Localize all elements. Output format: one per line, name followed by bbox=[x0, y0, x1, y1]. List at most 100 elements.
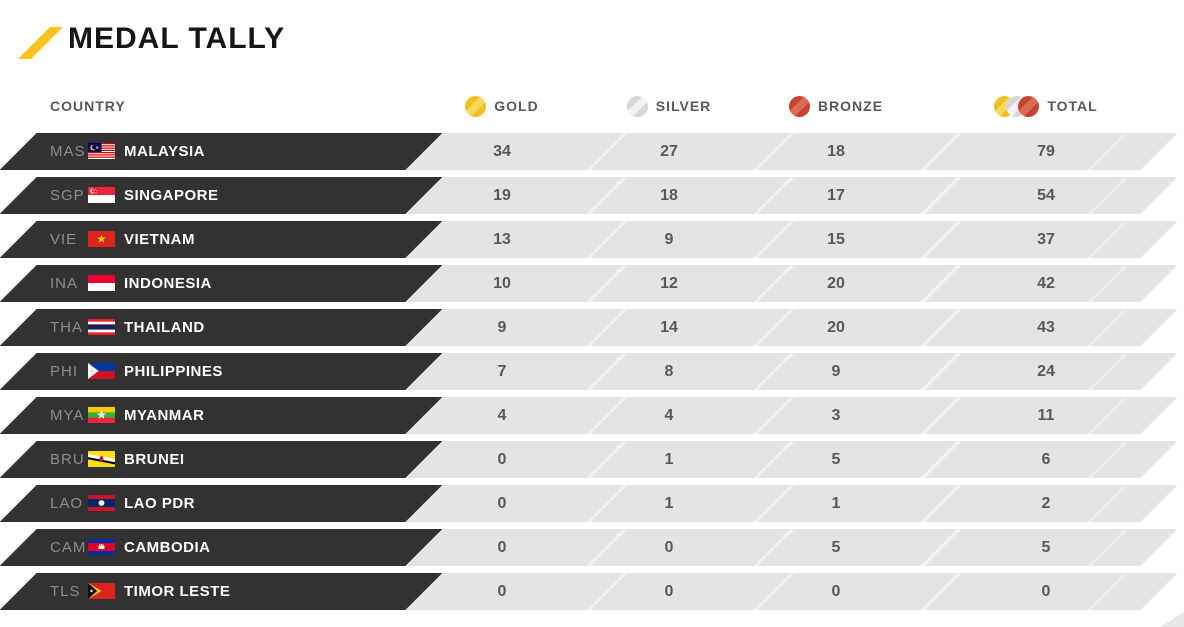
malaysia-flag bbox=[88, 143, 115, 159]
country-code: BRU bbox=[50, 451, 85, 468]
total-count: 6 bbox=[1041, 451, 1051, 468]
gold-medal-icon bbox=[465, 95, 487, 117]
bronze-count: 20 bbox=[827, 275, 845, 292]
country-code: THA bbox=[50, 319, 83, 336]
silver-count: 27 bbox=[660, 143, 678, 160]
lao-pdr-flag bbox=[88, 495, 115, 511]
bronze-count: 17 bbox=[827, 187, 845, 204]
bronze-count: 20 bbox=[827, 319, 845, 336]
country-name: THAILAND bbox=[124, 319, 205, 336]
country-name: CAMBODIA bbox=[124, 539, 211, 556]
silver-count: 0 bbox=[664, 539, 674, 556]
country-code: LAO bbox=[50, 495, 84, 512]
total-count: 37 bbox=[1037, 231, 1055, 248]
total-count: 0 bbox=[1041, 583, 1051, 600]
total-medals-icon bbox=[994, 95, 1040, 117]
country-code: MYA bbox=[50, 407, 85, 424]
column-header-total: TOTAL bbox=[966, 93, 1126, 119]
country-name: LAO PDR bbox=[124, 495, 195, 512]
gold-count: 4 bbox=[497, 407, 507, 424]
myanmar-flag bbox=[88, 407, 115, 423]
gold-count: 0 bbox=[497, 495, 507, 512]
country-name: SINGAPORE bbox=[124, 187, 219, 204]
table-row-tls: TLS TIMOR LESTE 0 0 0 0 bbox=[0, 573, 1184, 610]
table-row-mas: MAS MALAYSIA 34 27 18 79 bbox=[0, 133, 1184, 170]
bronze-medal-icon bbox=[788, 95, 810, 117]
singapore-flag bbox=[88, 187, 115, 203]
table-row-ina: INA INDONESIA 10 12 20 42 bbox=[0, 265, 1184, 302]
country-code: VIE bbox=[50, 231, 78, 248]
total-count: 42 bbox=[1037, 275, 1055, 292]
total-count: 43 bbox=[1037, 319, 1055, 336]
silver-count: 18 bbox=[660, 187, 678, 204]
gold-count: 10 bbox=[493, 275, 511, 292]
total-count: 24 bbox=[1037, 363, 1055, 380]
bronze-count: 1 bbox=[831, 495, 841, 512]
gold-count: 7 bbox=[497, 363, 507, 380]
column-header-bronze: BRONZE bbox=[756, 93, 916, 119]
country-name: INDONESIA bbox=[124, 275, 212, 292]
country-name: BRUNEI bbox=[124, 451, 185, 468]
column-header-gold: GOLD bbox=[422, 93, 582, 119]
bronze-count: 5 bbox=[831, 539, 841, 556]
table-row-sgp: SGP SINGAPORE 19 18 17 54 bbox=[0, 177, 1184, 214]
gold-count: 0 bbox=[497, 451, 507, 468]
table-row-tha: THA THAILAND 9 14 20 43 bbox=[0, 309, 1184, 346]
country-code: MAS bbox=[50, 143, 86, 160]
total-count: 5 bbox=[1041, 539, 1051, 556]
table-row-bru: BRU BRUNEI 0 1 5 6 bbox=[0, 441, 1184, 478]
silver-count: 1 bbox=[664, 495, 674, 512]
total-count: 54 bbox=[1037, 187, 1055, 204]
bronze-count: 9 bbox=[831, 363, 841, 380]
vietnam-flag bbox=[88, 231, 115, 247]
country-code: INA bbox=[50, 275, 79, 292]
silver-count: 4 bbox=[664, 407, 674, 424]
silver-count: 14 bbox=[660, 319, 678, 336]
country-code: SGP bbox=[50, 187, 85, 204]
table-row-cam: CAM CAMBODIA 0 0 5 5 bbox=[0, 529, 1184, 566]
total-count: 79 bbox=[1037, 143, 1055, 160]
table-header-row: COUNTRY GOLD SILVER BRONZE TOTAL bbox=[0, 93, 1184, 119]
silver-count: 12 bbox=[660, 275, 678, 292]
gold-count: 0 bbox=[497, 539, 507, 556]
bronze-count: 3 bbox=[831, 407, 841, 424]
total-count: 11 bbox=[1037, 407, 1055, 424]
section-header: MEDAL TALLY bbox=[0, 0, 1184, 80]
country-name: MALAYSIA bbox=[124, 143, 205, 160]
table-row-lao: LAO LAO PDR 0 1 1 2 bbox=[0, 485, 1184, 522]
timor-leste-flag bbox=[88, 583, 115, 599]
cambodia-flag bbox=[88, 539, 115, 555]
country-name: VIETNAM bbox=[124, 231, 195, 248]
column-label-silver: SILVER bbox=[655, 98, 712, 114]
table-row-mya: MYA MYANMAR 4 4 3 11 bbox=[0, 397, 1184, 434]
silver-count: 8 bbox=[664, 363, 674, 380]
silver-count: 0 bbox=[664, 583, 674, 600]
total-count: 2 bbox=[1041, 495, 1051, 512]
column-label-bronze: BRONZE bbox=[817, 98, 884, 114]
gold-count: 34 bbox=[493, 143, 511, 160]
silver-medal-icon bbox=[626, 95, 648, 117]
gold-count: 9 bbox=[497, 319, 507, 336]
country-name: MYANMAR bbox=[124, 407, 205, 424]
silver-count: 9 bbox=[664, 231, 674, 248]
brunei-flag bbox=[88, 451, 115, 467]
bronze-count: 5 bbox=[831, 451, 841, 468]
philippines-flag bbox=[88, 363, 115, 379]
bronze-count: 0 bbox=[831, 583, 841, 600]
country-code: PHI bbox=[50, 363, 79, 380]
bronze-medal-icon bbox=[1018, 95, 1040, 117]
bronze-count: 18 bbox=[827, 143, 845, 160]
silver-count: 1 bbox=[664, 451, 674, 468]
gold-count: 19 bbox=[493, 187, 511, 204]
gold-count: 0 bbox=[497, 583, 507, 600]
table-row-phi: PHI PHILIPPINES 7 8 9 24 bbox=[0, 353, 1184, 390]
bronze-count: 15 bbox=[827, 231, 845, 248]
column-label-gold: GOLD bbox=[494, 98, 539, 114]
country-code: CAM bbox=[50, 539, 87, 556]
gold-count: 13 bbox=[493, 231, 511, 248]
column-header-country: COUNTRY bbox=[50, 98, 126, 114]
thailand-flag bbox=[88, 319, 115, 335]
table-row-vie: VIE VIETNAM 13 9 15 37 bbox=[0, 221, 1184, 258]
